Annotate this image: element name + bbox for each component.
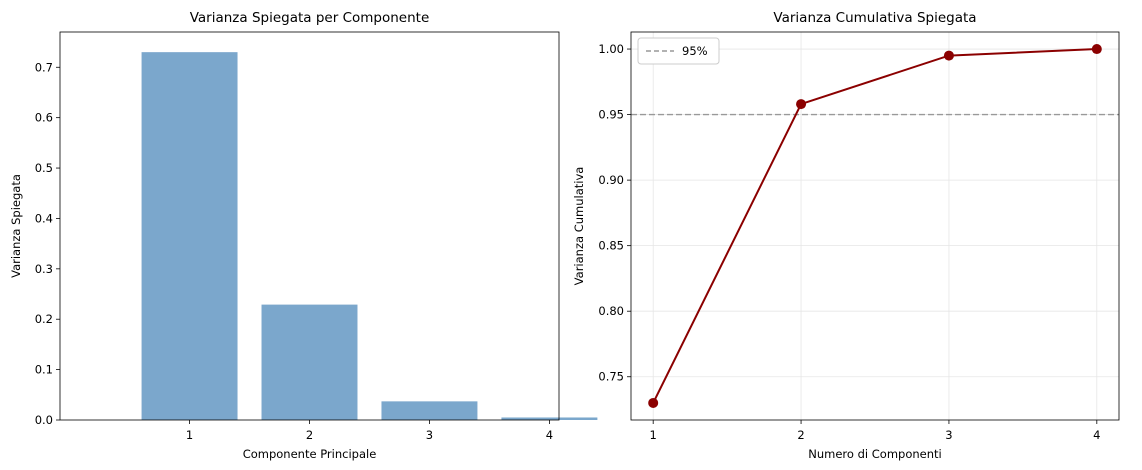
legend: 95% [637, 37, 720, 65]
line-x-axis-label: Numero di Componenti [808, 447, 941, 461]
line-point-4 [1091, 44, 1102, 55]
bar-y-tick-label: 0.2 [35, 312, 53, 326]
line-x-tick-label: 1 [650, 428, 657, 442]
bar-y-tick-label: 0.4 [35, 211, 53, 225]
bar-y-tick-label: 0.5 [35, 161, 53, 175]
cumulative-variance-line [652, 48, 1097, 404]
line-chart: Varianza Cumulativa Spiegata 0.75 0.80 0.8… [572, 10, 1120, 461]
line-plot-area: 0.75 0.80 0.85 0.90 0.95 1.00 1 2 3 4 [598, 31, 1120, 442]
line-y-tick-label: 1.00 [598, 42, 624, 56]
bar-x-axis-label: Componente Principale [243, 447, 377, 461]
bar-x-tick-label: 2 [306, 428, 313, 442]
bar-y-tick-label: 0.1 [35, 363, 53, 377]
line-y-tick-label: 0.85 [598, 239, 624, 253]
line-y-tick-label: 0.95 [598, 108, 624, 122]
bar-y-tick-label: 0.3 [35, 262, 53, 276]
line-y-axis-label: Varianza Cumulativa [572, 167, 586, 286]
line-x-tick-label: 4 [1093, 428, 1100, 442]
line-chart-title: Varianza Cumulativa Spiegata [773, 10, 976, 26]
legend-box [637, 37, 720, 65]
bar-y-tick-label: 0.7 [35, 60, 53, 74]
line-x-tick-label: 3 [945, 428, 952, 442]
bar-plot-area: 0.0 0.1 0.2 0.3 0.4 0.5 0.6 0.7 1 2 3 4 [35, 31, 598, 442]
legend-label-95: 95% [682, 44, 708, 58]
line-point-3 [943, 50, 954, 61]
line-point-1 [648, 397, 659, 408]
bar-chart-title: Varianza Spiegata per Componente [190, 10, 430, 26]
bar-y-tick-label: 0.0 [35, 413, 53, 427]
line-y-tick-label: 0.90 [598, 173, 624, 187]
bar-chart: Varianza Spiegata per Componente 0.00.10… [9, 10, 598, 461]
line-y-tick-label: 0.75 [598, 370, 624, 384]
bar-y-tick-label: 0.6 [35, 111, 53, 125]
bar-4 [501, 417, 598, 420]
bar-2 [261, 304, 358, 420]
bar-1 [141, 52, 238, 420]
line-y-tick-label: 0.80 [598, 304, 624, 318]
bar-x-tick-label: 3 [426, 428, 433, 442]
bar-y-axis-label: Varianza Spiegata [9, 174, 23, 278]
bar-x-tick-label: 1 [186, 428, 193, 442]
bar-x-tick-label: 4 [546, 428, 553, 442]
line-plot-frame [630, 31, 1120, 421]
line-x-tick-label: 2 [797, 428, 804, 442]
bar-3 [381, 401, 478, 420]
line-point-2 [796, 99, 807, 110]
